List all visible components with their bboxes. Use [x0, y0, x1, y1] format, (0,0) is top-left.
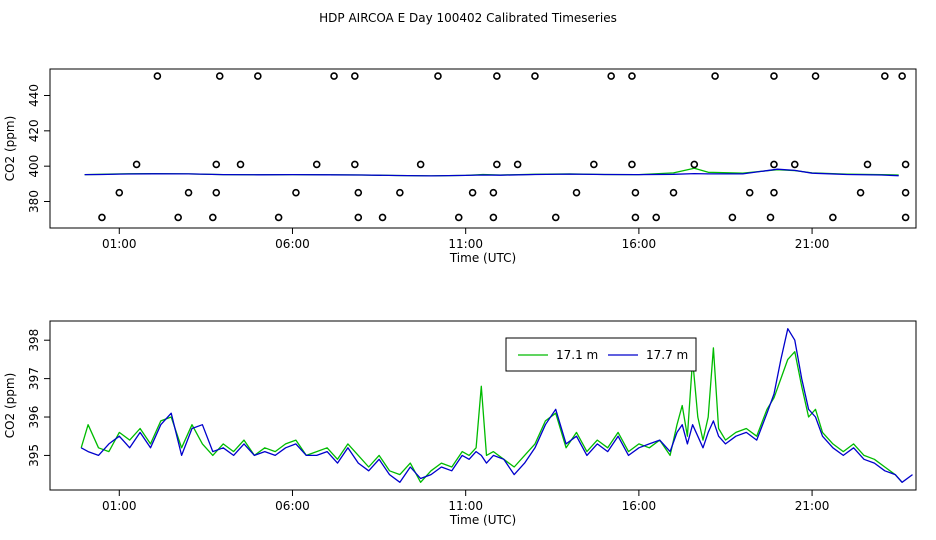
data-point — [652, 213, 661, 222]
data-point — [98, 213, 106, 222]
x-tick-label: 16:00 — [622, 499, 657, 513]
series-line-green — [80, 347, 903, 483]
data-point — [378, 213, 387, 222]
data-point — [454, 213, 463, 222]
data-point — [770, 160, 778, 169]
data-point — [396, 188, 404, 197]
data-point — [770, 72, 778, 80]
data-point — [811, 72, 820, 80]
data-point — [416, 160, 425, 169]
data-point — [631, 213, 640, 222]
plot-frame — [49, 320, 917, 491]
data-point — [728, 213, 737, 222]
data-point — [254, 72, 262, 80]
data-point — [856, 188, 865, 197]
data-point — [274, 213, 283, 222]
data-point — [292, 188, 300, 197]
y-tick-label: 395 — [27, 444, 41, 467]
data-point — [330, 72, 338, 80]
y-tick-label: 380 — [27, 190, 41, 213]
x-tick-label: 01:00 — [102, 499, 137, 513]
data-point — [209, 213, 217, 222]
data-point — [572, 188, 581, 197]
data-point — [212, 160, 221, 169]
x-tick-label: 01:00 — [102, 237, 137, 251]
top-chart: 01:00 06:00 11:00 16:00 21:00 380 400 420 440 Tim… — [3, 68, 917, 265]
data-point — [354, 213, 363, 222]
legend-label: 17.1 m — [556, 348, 598, 362]
y-axis-title: CO2 (ppm) — [3, 116, 17, 182]
y-tick-label: 440 — [27, 84, 41, 107]
data-point — [513, 160, 522, 169]
data-point — [354, 188, 363, 197]
plot-frame — [49, 68, 917, 229]
y-tick-label: 396 — [27, 406, 41, 429]
data-point — [493, 160, 501, 169]
plot-area — [80, 328, 913, 483]
data-point — [531, 72, 539, 80]
data-point — [236, 160, 245, 169]
data-point — [766, 213, 775, 222]
data-point — [628, 72, 636, 80]
data-point — [669, 188, 678, 197]
data-point — [115, 188, 124, 197]
x-axis-title: Time (UTC) — [449, 513, 516, 527]
data-point — [628, 160, 636, 169]
x-tick-label: 21:00 — [795, 237, 830, 251]
x-tick-label: 16:00 — [622, 237, 657, 251]
data-point — [901, 213, 910, 222]
data-point — [898, 72, 906, 80]
data-point — [863, 160, 872, 169]
y-tick-label: 420 — [27, 119, 41, 142]
legend: 17.1 m 17.7 m — [505, 337, 697, 372]
data-point — [590, 160, 598, 169]
data-point — [551, 213, 560, 222]
data-point — [212, 188, 221, 197]
x-tick-label: 21:00 — [795, 499, 830, 513]
data-point — [631, 188, 640, 197]
x-tick-label: 11:00 — [448, 499, 483, 513]
data-point — [312, 160, 321, 169]
data-point — [215, 72, 224, 80]
data-point — [351, 160, 359, 169]
data-point — [901, 160, 910, 169]
data-point — [711, 72, 719, 80]
data-point — [829, 213, 837, 222]
data-point — [607, 72, 615, 80]
data-point — [881, 72, 889, 80]
x-axis-title: Time (UTC) — [449, 251, 516, 265]
data-point — [901, 188, 910, 197]
x-tick-label: 06:00 — [275, 237, 310, 251]
data-point — [690, 160, 699, 169]
data-point — [153, 72, 162, 80]
series-line-blue — [80, 328, 913, 483]
x-tick-label: 06:00 — [275, 499, 310, 513]
data-point — [434, 72, 442, 80]
data-point — [351, 72, 359, 80]
y-tick-label: 397 — [27, 367, 41, 390]
data-point — [132, 160, 141, 169]
plot-area — [84, 72, 910, 222]
data-point — [468, 188, 477, 197]
data-point — [745, 188, 754, 197]
data-point — [174, 213, 182, 222]
data-point — [790, 160, 799, 169]
data-point — [493, 72, 501, 80]
y-tick-label: 398 — [27, 329, 41, 352]
x-tick-label: 11:00 — [448, 237, 483, 251]
figure-title: HDP AIRCOA E Day 100402 Calibrated Times… — [319, 11, 617, 25]
data-point — [489, 188, 498, 197]
data-point — [770, 188, 778, 197]
y-tick-label: 400 — [27, 155, 41, 178]
data-point — [184, 188, 193, 197]
data-point — [489, 213, 498, 222]
bottom-chart: 01:00 06:00 11:00 16:00 21:00 395 396 397 398 Tim… — [3, 320, 917, 527]
y-axis-title: CO2 (ppm) — [3, 373, 17, 439]
series-line-blue — [84, 168, 899, 177]
legend-label: 17.7 m — [646, 348, 688, 362]
